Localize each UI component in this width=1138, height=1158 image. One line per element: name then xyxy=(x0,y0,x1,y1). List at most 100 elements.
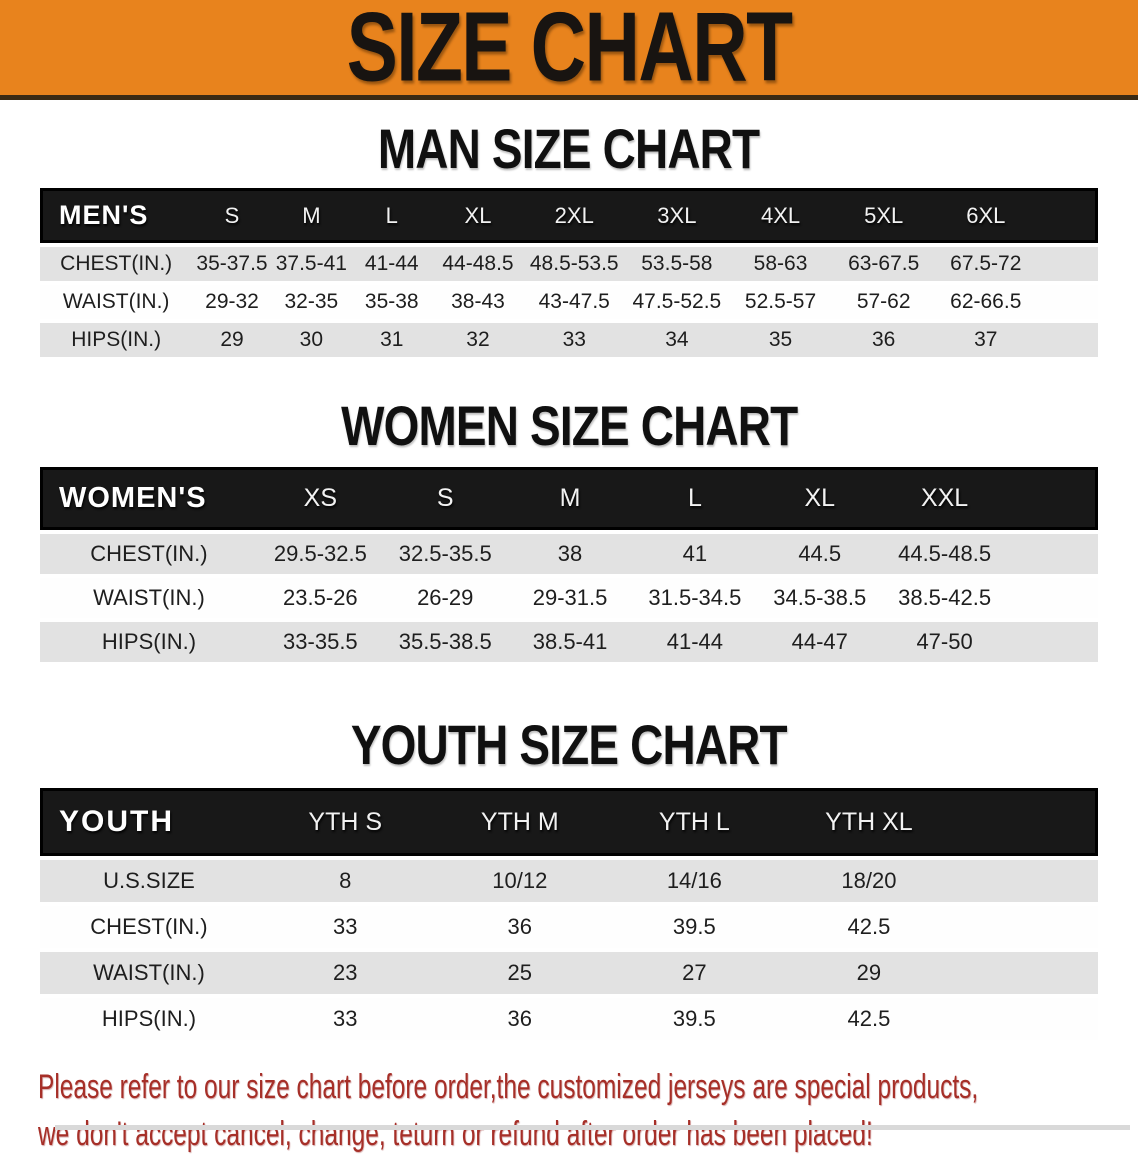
women-size-table: WOMEN'S XS S M L XL XXL CHEST(IN.) 29.5-32.5 32.5… xyxy=(40,463,1098,666)
size-value-cell: 23 xyxy=(332,960,358,985)
row-label: U.S.SIZE xyxy=(103,868,195,893)
size-column-header: M xyxy=(271,188,352,243)
size-value-cell: 35-38 xyxy=(364,290,419,313)
women-table-wrap: WOMEN'S XS S M L XL XXL CHEST(IN.) 29.5-32.5 32.5… xyxy=(40,463,1098,666)
size-value-cell: 52.5-57 xyxy=(744,290,817,313)
size-chart-banner: SIZE CHART xyxy=(0,0,1138,100)
size-value-cell: 62-66.5 xyxy=(950,290,1022,313)
size-value-cell: 44-48.5 xyxy=(442,252,514,275)
disclaimer: Please refer to our size chart before or… xyxy=(38,1064,1138,1158)
measurement-row: WAIST(IN.) 23 25 27 29 xyxy=(40,952,1098,994)
spacer-cell xyxy=(956,952,1098,994)
size-value-cell: 33-35.5 xyxy=(283,629,358,654)
size-column-header: YTH M xyxy=(432,788,608,856)
row-label: CHEST(IN.) xyxy=(60,252,173,275)
size-value-cell: 63-67.5 xyxy=(848,252,920,275)
size-header-row: MEN'S S M L XL 2XL 3XL 4XL 5XL 6XL xyxy=(40,188,1098,243)
men-table-wrap: MEN'S S M L XL 2XL 3XL 4XL 5XL 6XL CHEST(IN.) 35-37… xyxy=(40,184,1098,361)
spacer-cell xyxy=(1007,534,1098,574)
size-value-cell: 23.5-26 xyxy=(283,585,358,610)
row-label: WAIST(IN.) xyxy=(62,290,170,313)
youth-section-heading: YOUTH SIZE CHART xyxy=(0,716,1138,774)
size-value-cell: 29 xyxy=(220,328,244,351)
size-value-cell: 34 xyxy=(665,328,689,351)
size-column-header: M xyxy=(507,467,633,530)
women-size-section: WOMEN SIZE CHART WOMEN'S XS S M L XL XXL CHEST(… xyxy=(0,397,1138,666)
row-label: HIPS(IN.) xyxy=(101,1006,197,1031)
disclaimer-line-2: we don't accept cancel, change, teturn o… xyxy=(38,1115,873,1153)
size-value-cell: 44-47 xyxy=(791,629,848,654)
size-column-header: 2XL xyxy=(523,188,626,243)
measurement-row: HIPS(IN.) 33-35.5 35.5-38.5 38.5-41 41-44 44-… xyxy=(40,622,1098,662)
size-header-row: YOUTH YTH S YTH M YTH L YTH XL xyxy=(40,788,1098,856)
man-section-heading: MAN SIZE CHART xyxy=(0,120,1138,178)
spacer-cell xyxy=(956,906,1098,948)
size-value-cell: 47.5-52.5 xyxy=(632,290,722,313)
size-value-cell: 38-43 xyxy=(451,290,505,313)
size-value-cell: 35-37.5 xyxy=(196,252,268,275)
man-section-heading-text: MAN SIZE CHART xyxy=(378,117,760,180)
women-section-heading-text: WOMEN SIZE CHART xyxy=(340,394,798,457)
size-column-header: 4XL xyxy=(728,188,833,243)
size-value-cell: 26-29 xyxy=(417,585,474,610)
spacer-cell xyxy=(956,860,1098,902)
size-column-header: S xyxy=(192,188,272,243)
size-value-cell: 32-35 xyxy=(284,290,339,313)
disclaimer-line-1: Please refer to our size chart before or… xyxy=(38,1068,979,1106)
measurement-row: U.S.SIZE 8 10/12 14/16 18/20 xyxy=(40,860,1098,902)
spacer-cell xyxy=(1007,467,1098,530)
row-label: WAIST(IN.) xyxy=(93,585,205,610)
spacer-cell xyxy=(956,998,1098,1040)
size-value-cell: 37 xyxy=(974,328,998,351)
size-column-header: YTH S xyxy=(257,788,433,856)
size-value-cell: 42.5 xyxy=(847,914,891,939)
size-value-cell: 31 xyxy=(380,328,404,351)
men-size-table: MEN'S S M L XL 2XL 3XL 4XL 5XL 6XL CHEST(IN.) 35-37… xyxy=(40,184,1098,361)
table-corner-label: YOUTH xyxy=(40,788,258,856)
size-value-cell: 35.5-38.5 xyxy=(398,629,492,654)
size-value-cell: 33 xyxy=(332,914,358,939)
size-value-cell: 44.5 xyxy=(798,541,842,566)
size-value-cell: 67.5-72 xyxy=(950,252,1022,275)
size-value-cell: 29-31.5 xyxy=(532,585,608,610)
spacer-cell xyxy=(1007,622,1098,662)
size-column-header: L xyxy=(351,188,433,243)
spacer-cell xyxy=(1037,323,1098,357)
size-value-cell: 36 xyxy=(872,328,896,351)
row-label: CHEST(IN.) xyxy=(90,914,208,939)
spacer-cell xyxy=(956,788,1098,856)
size-value-cell: 8 xyxy=(339,868,352,893)
size-column-header: 5XL xyxy=(832,188,935,243)
measurement-row: WAIST(IN.) 29-32 32-35 35-38 38-43 43-47.5 47.… xyxy=(40,285,1098,319)
spacer-cell xyxy=(1037,285,1098,319)
size-value-cell: 36 xyxy=(507,1006,533,1031)
size-value-cell: 47-50 xyxy=(916,629,973,654)
spacer-cell xyxy=(1037,247,1098,281)
measurement-row: HIPS(IN.) 33 36 39.5 42.5 xyxy=(40,998,1098,1040)
table-corner-label: WOMEN'S xyxy=(40,467,258,530)
row-label: HIPS(IN.) xyxy=(71,328,162,351)
size-value-cell: 34.5-38.5 xyxy=(773,585,867,610)
spacer-cell xyxy=(1007,578,1098,618)
size-column-header: YTH L xyxy=(607,788,782,856)
size-value-cell: 42.5 xyxy=(847,1006,891,1031)
measurement-row: HIPS(IN.) 29 30 31 32 33 34 35 36 37 xyxy=(40,323,1098,357)
measurement-row: CHEST(IN.) 33 36 39.5 42.5 xyxy=(40,906,1098,948)
size-value-cell: 32 xyxy=(466,328,490,351)
measurement-row: CHEST(IN.) 29.5-32.5 32.5-35.5 38 41 44.5 44.5… xyxy=(40,534,1098,574)
bottom-edge-line xyxy=(55,1125,1130,1130)
size-value-cell: 29 xyxy=(856,960,882,985)
man-size-section: MAN SIZE CHART MEN'S S M L XL 2XL 3XL 4XL 5XL 6XL… xyxy=(0,120,1138,361)
banner-title: SIZE CHART xyxy=(346,0,793,100)
measurement-row: WAIST(IN.) 23.5-26 26-29 29-31.5 31.5-34.5 34… xyxy=(40,578,1098,618)
size-header-row: WOMEN'S XS S M L XL XXL xyxy=(40,467,1098,530)
size-column-header: 3XL xyxy=(625,188,729,243)
size-value-cell: 38.5-42.5 xyxy=(898,585,992,610)
size-column-header: XL xyxy=(757,467,883,530)
size-value-cell: 58-63 xyxy=(753,252,808,275)
size-value-cell: 32.5-35.5 xyxy=(398,541,492,566)
size-column-header: XL xyxy=(432,188,524,243)
table-corner-label: MEN'S xyxy=(40,188,193,243)
size-value-cell: 41 xyxy=(682,541,708,566)
